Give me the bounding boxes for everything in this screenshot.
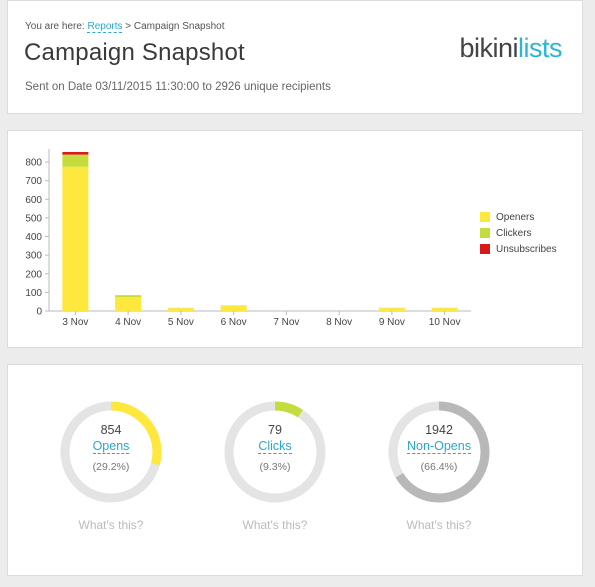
x-tick-label: 10 Nov — [429, 317, 461, 328]
breadcrumb-prefix: You are here: — [25, 21, 85, 32]
activity-chart: 0 100 200 300 400 500 600 700 800 3 Nov 4 Nov 5 Nov… — [25, 149, 471, 328]
bikinilists-logo: bikinilists — [459, 33, 562, 64]
x-tick-label: 3 Nov — [62, 317, 88, 328]
legend-label: Clickers — [496, 227, 532, 239]
y-tick-label: 400 — [25, 232, 42, 243]
bar-openers-1[interactable] — [62, 166, 89, 311]
campaign-header-card: You are here: Reports > Campaign Snapsho… — [7, 0, 583, 114]
donut-text: 1942 Non-Opens (66.4%) — [386, 423, 492, 473]
page-title: Campaign Snapshot — [24, 39, 245, 66]
stat-percent: (29.2%) — [92, 461, 130, 473]
donut-clicks: 79 Clicks (9.3%) — [222, 399, 328, 505]
x-tick-label: 5 Nov — [168, 317, 194, 328]
breadcrumb-current: Campaign Snapshot — [133, 21, 225, 32]
legend-item-openers[interactable]: Openers — [480, 209, 557, 225]
bar-openers-4[interactable] — [220, 305, 247, 311]
donut-ring — [60, 401, 162, 503]
activity-chart-card: 0 100 200 300 400 500 600 700 800 3 Nov 4 Nov 5 Nov… — [7, 130, 583, 348]
donut-ring — [388, 401, 490, 503]
donut-text: 854 Opens (29.2%) — [58, 423, 164, 473]
breadcrumb-separator: > — [125, 21, 132, 32]
logo-text-lists: lists — [518, 33, 563, 63]
x-tick-label: 8 Nov — [326, 317, 352, 328]
legend-label: Unsubscribes — [496, 243, 557, 255]
stat-label-link[interactable]: Non-Opens — [407, 439, 471, 454]
y-tick-label: 200 — [25, 269, 42, 280]
donut-ring — [224, 401, 326, 503]
stat-value: 1942 — [425, 423, 453, 437]
bar-clickers-2[interactable] — [115, 295, 142, 298]
breadcrumb-link-reports[interactable]: Reports — [87, 21, 123, 33]
y-tick-label: 0 — [36, 307, 42, 318]
x-tick-label: 7 Nov — [273, 317, 299, 328]
y-tick-label: 600 — [25, 195, 42, 206]
legend-swatch — [480, 244, 490, 254]
donut-text: 79 Clicks (9.3%) — [222, 423, 328, 473]
bar-unsubscribes-1[interactable] — [62, 151, 89, 155]
legend-swatch — [480, 212, 490, 222]
whats-this-link[interactable]: What's this? — [78, 518, 144, 532]
whats-this-link[interactable]: What's this? — [242, 518, 308, 532]
stat-percent: (66.4%) — [420, 461, 458, 473]
legend-item-clickers[interactable]: Clickers — [480, 225, 557, 241]
donut-arc — [224, 401, 326, 503]
stat-label-link[interactable]: Clicks — [258, 439, 292, 454]
whats-this-link[interactable]: What's this? — [406, 518, 472, 532]
bar-openers-7[interactable] — [378, 308, 405, 311]
chart-legend: Openers Clickers Unsubscribes — [480, 209, 557, 257]
stat-label-link[interactable]: Opens — [92, 439, 130, 454]
legend-swatch — [480, 228, 490, 238]
stat-non-opens: 1942 Non-Opens (66.4%) What's this? — [386, 399, 492, 532]
bar-openers-8[interactable] — [431, 308, 458, 311]
stat-value: 854 — [100, 423, 122, 437]
y-tick-label: 300 — [25, 251, 42, 262]
bar-openers-2[interactable] — [115, 297, 142, 311]
y-tick-label: 800 — [25, 158, 42, 169]
legend-item-unsubscribes[interactable]: Unsubscribes — [480, 241, 557, 257]
x-tick-label: 9 Nov — [379, 317, 405, 328]
stat-opens: 854 Opens (29.2%) What's this? — [58, 399, 164, 532]
stats-card: 854 Opens (29.2%) What's this? 79 Clicks (9.3%… — [7, 364, 583, 576]
x-tick-label: 4 Nov — [115, 317, 141, 328]
donut-non-opens: 1942 Non-Opens (66.4%) — [386, 399, 492, 505]
breadcrumb: You are here: Reports > Campaign Snapsho… — [25, 21, 225, 33]
donut-arc — [60, 401, 162, 503]
stat-value: 79 — [268, 423, 282, 437]
x-tick-label: 6 Nov — [221, 317, 247, 328]
legend-label: Openers — [496, 211, 535, 223]
donut-arc — [388, 401, 490, 503]
bar-openers-3[interactable] — [167, 308, 194, 311]
bar-clickers-1[interactable] — [62, 154, 89, 167]
stat-clicks: 79 Clicks (9.3%) What's this? — [222, 399, 328, 532]
stat-percent: (9.3%) — [259, 461, 291, 473]
sent-info: Sent on Date 03/11/2015 11:30:00 to 2926… — [25, 81, 331, 93]
logo-text-bikini: bikini — [459, 33, 518, 63]
y-tick-label: 700 — [25, 176, 42, 187]
y-tick-label: 500 — [25, 213, 42, 224]
y-tick-label: 100 — [25, 288, 42, 299]
donut-opens: 854 Opens (29.2%) — [58, 399, 164, 505]
